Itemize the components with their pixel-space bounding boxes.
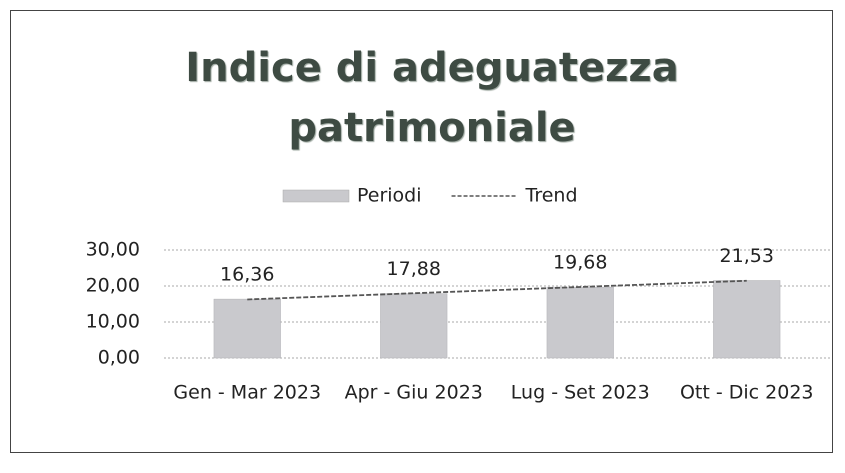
x-tick-label: Gen - Mar 2023 [173,382,321,404]
bar [380,293,448,359]
bar [713,280,781,359]
x-tick-label: Apr - Giu 2023 [345,382,483,404]
trend-line [247,279,747,301]
data-label: 16,36 [220,264,274,286]
legend-label: Trend [525,185,578,207]
data-label: 19,68 [553,252,607,274]
data-label: 17,88 [387,258,441,280]
chart-border [10,10,833,453]
y-tick-label: 20,00 [86,275,140,297]
bar [213,298,281,359]
y-tick-label: 10,00 [86,311,140,333]
legend-label: Periodi [357,185,422,207]
x-tick-label: Lug - Set 2023 [511,382,650,404]
y-tick-label: 0,00 [98,347,140,369]
x-tick-label: Ott - Dic 2023 [680,382,814,404]
legend-swatch [282,189,350,203]
data-label: 21,53 [720,245,774,267]
bar [546,286,614,359]
chart-title: Indice di adeguatezza patrimoniale [185,45,679,151]
y-tick-label: 30,00 [86,239,140,261]
